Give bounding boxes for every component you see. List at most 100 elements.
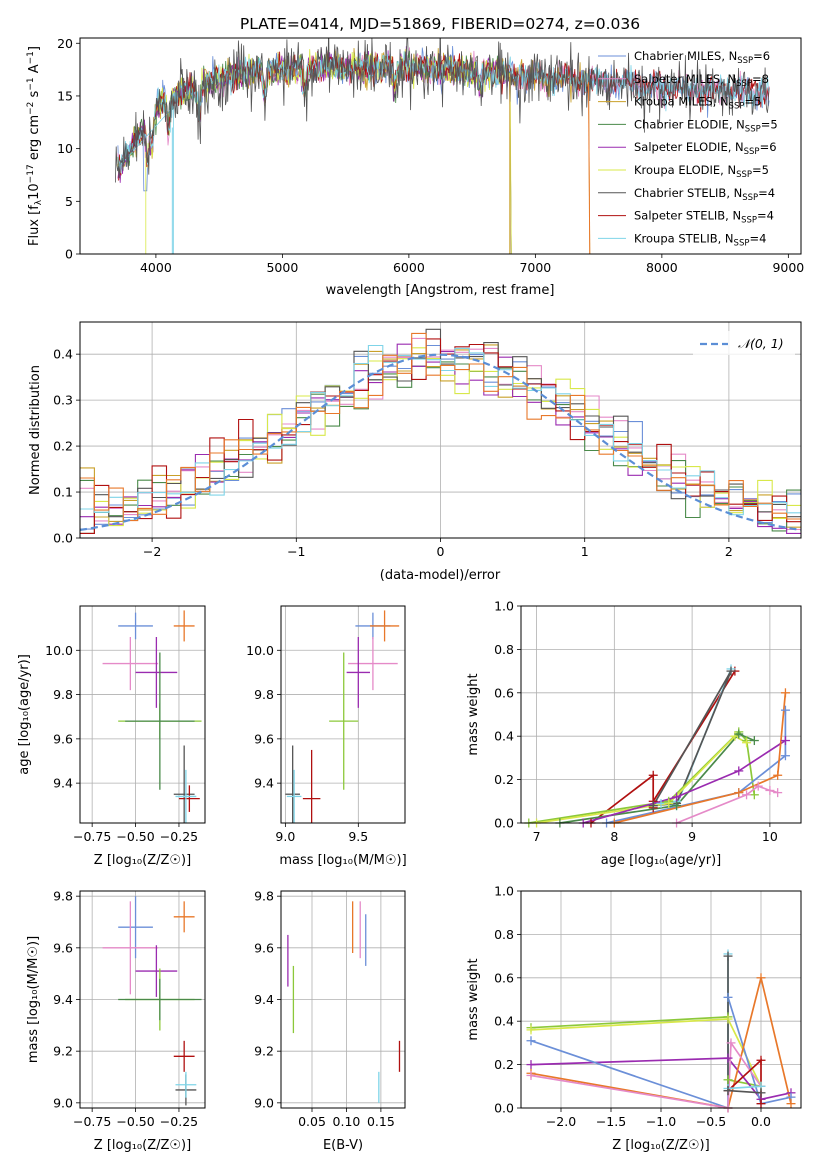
- x-tick-label: −1: [287, 544, 305, 559]
- weight-line: [530, 977, 792, 1108]
- histogram-step: [80, 328, 801, 534]
- legend-entry: Salpeter MILES, NSSP=8: [634, 72, 769, 89]
- x-axis-label: wavelength [Angstrom, rest frame]: [326, 283, 555, 298]
- histogram-step: [80, 338, 801, 534]
- weight-line: [530, 1057, 792, 1101]
- weight-line: [727, 956, 762, 1094]
- y-tick-label: 20: [57, 36, 73, 51]
- residuals-panel: −2 −1 0 1 2 0.0 0.1 0.2 0.3 0.4 𝒩(0, 1) (data-model…: [28, 321, 802, 583]
- x-tick-label: −0.75: [73, 829, 111, 844]
- x-tick-label: 9.0: [275, 829, 295, 844]
- y-tick-label: 9.8: [53, 889, 73, 904]
- x-tick-label: 0: [437, 544, 445, 559]
- y-tick-label: 9.2: [254, 1044, 274, 1059]
- plot-area: [115, 38, 770, 254]
- x-tick-label: 10: [762, 829, 778, 844]
- weight-vs-metallicity-panel: −2.0 −1.5 −1.0 −0.5 0.0 0.0 0.2 0.4 0.6 0.8 1.0 Z […: [466, 884, 802, 1153]
- y-tick-label: 0.2: [53, 439, 73, 454]
- x-tick-label: 8: [610, 829, 618, 844]
- x-tick-label: −1.5: [596, 1114, 626, 1129]
- x-tick-label: 6000: [393, 260, 425, 275]
- y-axis-label: age [log₁₀(age/yr)]: [17, 654, 32, 775]
- y-tick-label: 0: [65, 247, 73, 262]
- y-axis-label: mass weight: [466, 958, 481, 1040]
- y-tick-label: 0.0: [494, 1101, 514, 1116]
- axes-frame: [79, 37, 802, 255]
- y-tick-label: 9.6: [53, 940, 73, 955]
- axes-frame: [79, 605, 206, 824]
- mass-vs-metallicity-panel: −0.75 −0.50 −0.25 9.0 9.2 9.4 9.6 9.8 Z [log₁₀(Z…: [26, 889, 206, 1153]
- legend-entry: Chabrier STELIB, NSSP=4: [634, 186, 775, 203]
- x-axis-label: Z [log₁₀(Z/Z☉)]: [94, 1138, 191, 1153]
- weight-line: [606, 710, 787, 823]
- legend-entry: Salpeter ELODIE, NSSP=6: [634, 140, 777, 157]
- x-tick-label: 8000: [646, 260, 678, 275]
- plot-area: [285, 610, 400, 823]
- spectrum-dip: [587, 82, 591, 254]
- y-tick-label: 1.0: [494, 599, 514, 614]
- y-tick-label: 9.6: [254, 940, 274, 955]
- legend-entry: 𝒩(0, 1): [738, 336, 784, 351]
- weight-line: [582, 739, 786, 823]
- x-tick-label: −1.0: [646, 1114, 676, 1129]
- y-tick-label: 9.8: [254, 687, 274, 702]
- x-tick-label: −2.0: [546, 1114, 576, 1129]
- figure-title: PLATE=0414, MJD=51869, FIBERID=0274, z=0…: [240, 15, 640, 33]
- y-tick-label: 0.2: [494, 772, 514, 787]
- weight-line: [727, 1058, 762, 1104]
- y-tick-label: 9.0: [53, 1095, 73, 1110]
- x-tick-label: 7000: [519, 260, 551, 275]
- y-tick-label: 0.0: [494, 816, 514, 831]
- y-tick-label: 0.3: [53, 393, 73, 408]
- axes-frame: [520, 890, 802, 1109]
- y-tick-label: 9.8: [53, 687, 73, 702]
- y-tick-label: 10: [57, 141, 73, 156]
- mass-vs-extinction-panel: 0.05 0.10 0.15 9.0 9.2 9.4 9.6 9.8 E(B-V): [254, 889, 406, 1153]
- y-tick-label: 9.6: [254, 731, 274, 746]
- age-vs-mass-panel: 9.0 9.5 9.4 9.6 9.8 10.0 mass [log₁₀(M/M☉)]: [246, 605, 407, 868]
- weight-vs-age-panel: 7 8 9 10 0.0 0.2 0.4 0.6 0.8 1.0 age [log₁₀(age/yr…: [466, 599, 802, 868]
- plot-area: [102, 896, 202, 1106]
- weight-line: [528, 730, 756, 823]
- x-tick-label: 5000: [266, 260, 298, 275]
- y-tick-label: 9.4: [254, 992, 274, 1007]
- x-tick-label: 0.10: [333, 1114, 361, 1129]
- histogram-step: [80, 332, 801, 522]
- y-tick-label: 9.4: [53, 992, 73, 1007]
- x-axis-label: mass [log₁₀(M/M☉)]: [279, 853, 406, 868]
- y-tick-label: 9.2: [53, 1044, 73, 1059]
- y-tick-label: 0.2: [494, 1057, 514, 1072]
- spectrum-line: [115, 38, 770, 183]
- y-tick-label: 15: [57, 88, 73, 103]
- y-tick-label: 0.4: [53, 347, 73, 362]
- x-tick-label: −0.50: [116, 829, 154, 844]
- y-tick-label: 0.8: [494, 927, 514, 942]
- legend-entry: Chabrier ELODIE, NSSP=5: [634, 117, 778, 134]
- age-vs-metallicity-panel: −0.75 −0.50 −0.25 9.4 9.6 9.8 10.0 Z [log₁₀(Z/Z…: [17, 605, 206, 868]
- y-axis-label: mass weight: [466, 673, 481, 755]
- normal-curve: [80, 353, 801, 531]
- legend-box: [693, 331, 795, 355]
- x-axis-label: E(B-V): [323, 1138, 363, 1153]
- x-tick-label: 9: [688, 829, 696, 844]
- axes-frame: [280, 890, 406, 1109]
- plot-area: [80, 328, 801, 534]
- x-axis-label: age [log₁₀(age/yr)]: [601, 853, 722, 868]
- x-tick-label: 0.0: [751, 1114, 771, 1129]
- weight-line: [530, 1040, 762, 1108]
- y-tick-label: 9.8: [254, 889, 274, 904]
- x-tick-label: −0.75: [73, 1114, 111, 1129]
- axes-frame: [79, 890, 206, 1109]
- y-tick-label: 0.6: [494, 970, 514, 985]
- y-tick-label: 0.8: [494, 642, 514, 657]
- spectrum-line: [117, 50, 512, 254]
- x-tick-label: 0.05: [298, 1114, 326, 1129]
- spectrum-panel: 4000 5000 6000 7000 8000 9000 0 5 10 15 20 waveleng…: [26, 36, 804, 298]
- x-tick-label: 1: [581, 544, 589, 559]
- y-axis-label: mass [log₁₀(M/M☉)]: [26, 936, 41, 1063]
- legend-entry: Kroupa STELIB, NSSP=4: [634, 231, 766, 248]
- x-tick-label: −0.5: [696, 1114, 726, 1129]
- axes-frame: [280, 605, 406, 824]
- legend-entry: Kroupa MILES, NSSP=5: [634, 95, 761, 112]
